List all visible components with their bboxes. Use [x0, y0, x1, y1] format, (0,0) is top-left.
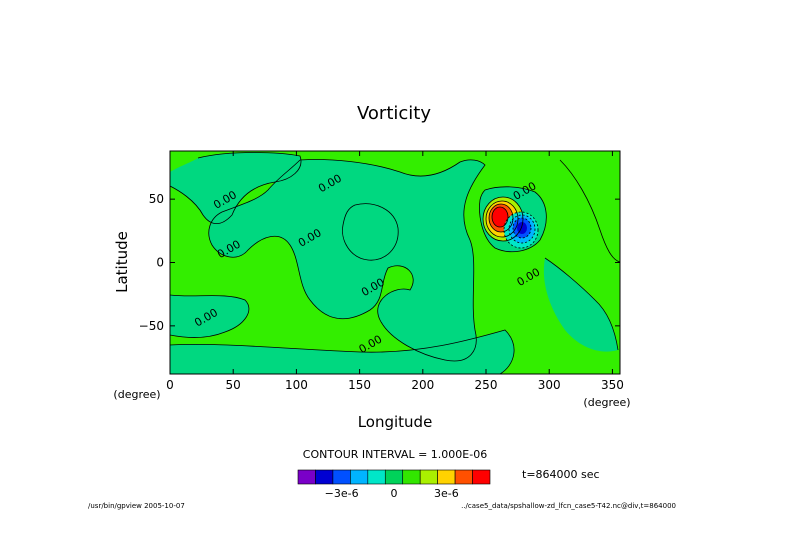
- footer-right-text: ../case5_data/spshallow-zd_lfcn_case5-T4…: [461, 502, 676, 510]
- y-tick-label: 50: [149, 192, 164, 206]
- contour-line: [482, 196, 524, 242]
- field-region: [543, 258, 618, 352]
- x-axis-label: Longitude: [358, 413, 433, 431]
- contour-interval-text: CONTOUR INTERVAL = 1.000E-06: [303, 448, 487, 461]
- x-tick-label: 200: [411, 378, 434, 392]
- colorbar-cell: [315, 469, 334, 485]
- contour-line: [512, 217, 532, 239]
- y-axis-ticks: 50 0 −50: [139, 192, 620, 333]
- x-tick-label: 300: [538, 378, 561, 392]
- contour-line: [208, 159, 486, 362]
- x-tick-label: 250: [475, 378, 498, 392]
- colorbar-cell: [384, 469, 404, 485]
- field-region: [208, 159, 485, 361]
- contour-line: [503, 211, 539, 249]
- x-tick-label: 50: [226, 378, 241, 392]
- colorbar-cell: [332, 469, 351, 485]
- field-region: [170, 152, 301, 224]
- colorbar-tick-label: 3e-6: [434, 487, 459, 500]
- colorbar-cell: [367, 469, 386, 485]
- contour-line: [544, 257, 619, 351]
- colorbar-tick-label: 0: [391, 487, 398, 500]
- field-region: [170, 330, 515, 374]
- contour-line: [170, 329, 515, 374]
- x-unit-label: (degree): [583, 396, 630, 409]
- contour-line: [479, 186, 547, 253]
- footer-left-text: /usr/bin/gpview 2005-10-07: [88, 502, 185, 510]
- colorbar-cell: [350, 469, 369, 485]
- plot-area: 0.000.000.00 0.000.000.000.000.000.00: [169, 150, 621, 375]
- y-unit-label: (degree): [113, 388, 160, 401]
- colorbar-cell: [472, 469, 491, 485]
- negative-lobe: [517, 222, 527, 234]
- field-region: [170, 295, 249, 338]
- contour-line: [488, 203, 514, 233]
- x-tick-label: 150: [348, 378, 371, 392]
- chart-title: Vorticity: [357, 103, 431, 124]
- contour-line: [491, 206, 509, 228]
- y-tick-label: 0: [156, 256, 164, 270]
- colorbar: −3e-6 0 3e-6: [297, 469, 491, 500]
- contour-line: [170, 294, 250, 339]
- colorbar-cell: [437, 469, 456, 485]
- contour-line: [508, 214, 536, 244]
- colorbar-cell: [419, 469, 438, 485]
- colorbar-cell: [454, 469, 473, 485]
- x-tick-label: 100: [285, 378, 308, 392]
- colorbar-cell: [297, 469, 316, 485]
- y-axis-label: Latitude: [113, 231, 131, 293]
- positive-lobe: [492, 207, 508, 227]
- time-text: t=864000 sec: [522, 468, 600, 481]
- colorbar-cell: [402, 469, 421, 485]
- y-tick-label: −50: [139, 319, 164, 333]
- contour-line: [559, 159, 620, 263]
- colorbar-tick-label: −3e-6: [325, 487, 359, 500]
- x-tick-label: 0: [166, 378, 174, 392]
- x-tick-label: 350: [601, 378, 624, 392]
- contour-line: [342, 203, 399, 261]
- contour-line: [170, 152, 302, 225]
- field-region: [342, 203, 399, 261]
- x-axis-ticks: 0 50 100 150 200 250 300 350: [166, 151, 624, 392]
